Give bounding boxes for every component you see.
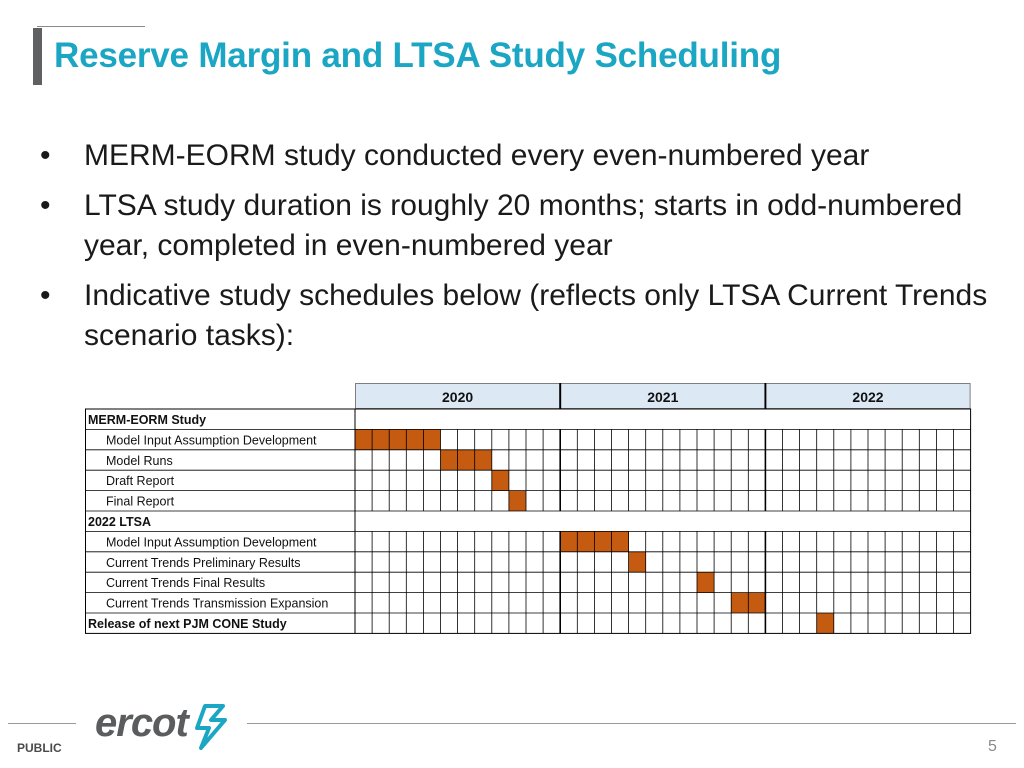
bullet-list: • MERM-EORM study conducted every even-nu… bbox=[40, 136, 1000, 366]
bullet-marker: • bbox=[40, 279, 51, 312]
year-header-label: 2020 bbox=[442, 389, 473, 405]
gantt-bar bbox=[355, 429, 373, 450]
gantt-bar bbox=[423, 429, 441, 450]
gantt-bar bbox=[474, 449, 492, 471]
title-top-rule bbox=[37, 26, 145, 27]
gantt-bar bbox=[628, 551, 646, 573]
year-header-cell bbox=[355, 383, 561, 409]
bullet-text: LTSA study duration is roughly 20 months… bbox=[84, 189, 963, 262]
bullet-text: MERM-EORM study conducted every even-num… bbox=[84, 139, 870, 172]
gantt-row-label: Current Trends Preliminary Results bbox=[106, 556, 301, 570]
gantt-row-label: Final Report bbox=[106, 495, 175, 509]
gantt-bar bbox=[457, 449, 475, 471]
gantt-bar bbox=[389, 429, 407, 450]
page-number: 5 bbox=[988, 738, 997, 755]
ercot-logo-text: ercot bbox=[95, 701, 190, 745]
gantt-row-label: Release of next PJM CONE Study bbox=[88, 617, 287, 631]
gantt-bar bbox=[748, 592, 766, 613]
gantt-row-label: MERM-EORM Study bbox=[88, 413, 206, 427]
year-header-label: 2021 bbox=[647, 389, 678, 405]
year-header-label: 2022 bbox=[852, 389, 883, 405]
gantt-bar bbox=[372, 429, 390, 450]
gantt-chart: 2020 2021 2022 MERM-EORM Study Model Input A… bbox=[85, 383, 972, 634]
year-header-cell bbox=[560, 383, 766, 409]
gantt-bar bbox=[577, 531, 595, 552]
ercot-logo: ercot bbox=[95, 701, 227, 750]
schedule-gantt: 2020 2021 2022 MERM-EORM Study Model Input A… bbox=[85, 383, 973, 637]
gantt-bar bbox=[731, 592, 749, 613]
gantt-bar bbox=[406, 429, 424, 450]
bullet-marker: • bbox=[40, 189, 51, 222]
gantt-bar bbox=[697, 572, 715, 593]
gantt-row-label: Current Trends Transmission Expansion bbox=[106, 597, 328, 611]
gantt-row-label: Model Input Assumption Development bbox=[106, 433, 317, 447]
bullet-item: • Indicative study schedules below (refle… bbox=[40, 276, 1000, 356]
gantt-row-label: Draft Report bbox=[106, 474, 175, 488]
gantt-row-label: 2022 LTSA bbox=[88, 515, 151, 529]
gantt-row-label: Current Trends Final Results bbox=[106, 576, 265, 590]
gantt-bar bbox=[440, 449, 458, 471]
gantt-row-label: Model Runs bbox=[106, 454, 173, 468]
gantt-bar bbox=[491, 470, 509, 491]
title-accent-bar bbox=[33, 28, 42, 85]
bullet-marker: • bbox=[40, 139, 51, 172]
slide-title: Reserve Margin and LTSA Study Scheduling bbox=[54, 36, 782, 75]
gantt-row-label: Model Input Assumption Development bbox=[106, 535, 317, 549]
bullet-item: • MERM-EORM study conducted every even-nu… bbox=[40, 136, 1000, 176]
gantt-bar bbox=[816, 613, 834, 634]
bullet-item: • LTSA study duration is roughly 20 month… bbox=[40, 186, 1000, 266]
bullet-text: Indicative study schedules below (reflec… bbox=[84, 279, 988, 352]
classification-label: PUBLIC bbox=[17, 741, 62, 755]
table-border bbox=[85, 408, 972, 634]
footer-rule-left bbox=[8, 723, 76, 724]
gantt-bar bbox=[594, 531, 612, 552]
gantt-bar bbox=[560, 531, 578, 552]
lightning-bolt-icon bbox=[195, 704, 227, 750]
gantt-bar bbox=[611, 531, 629, 552]
footer-rule-right bbox=[247, 723, 1016, 724]
gantt-bar bbox=[508, 490, 526, 511]
